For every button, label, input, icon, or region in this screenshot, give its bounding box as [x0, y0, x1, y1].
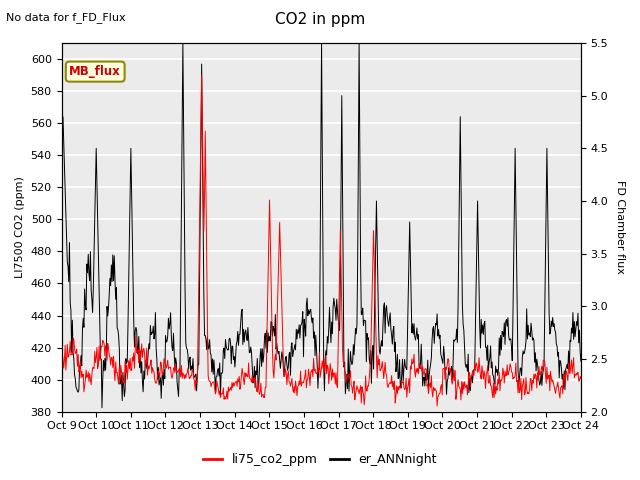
Text: CO2 in ppm: CO2 in ppm	[275, 12, 365, 27]
Text: MB_flux: MB_flux	[69, 65, 121, 78]
Legend: li75_co2_ppm, er_ANNnight: li75_co2_ppm, er_ANNnight	[198, 448, 442, 471]
Y-axis label: FD Chamber flux: FD Chamber flux	[615, 180, 625, 274]
Text: No data for f_FD_Flux: No data for f_FD_Flux	[6, 12, 126, 23]
Y-axis label: LI7500 CO2 (ppm): LI7500 CO2 (ppm)	[15, 177, 25, 278]
